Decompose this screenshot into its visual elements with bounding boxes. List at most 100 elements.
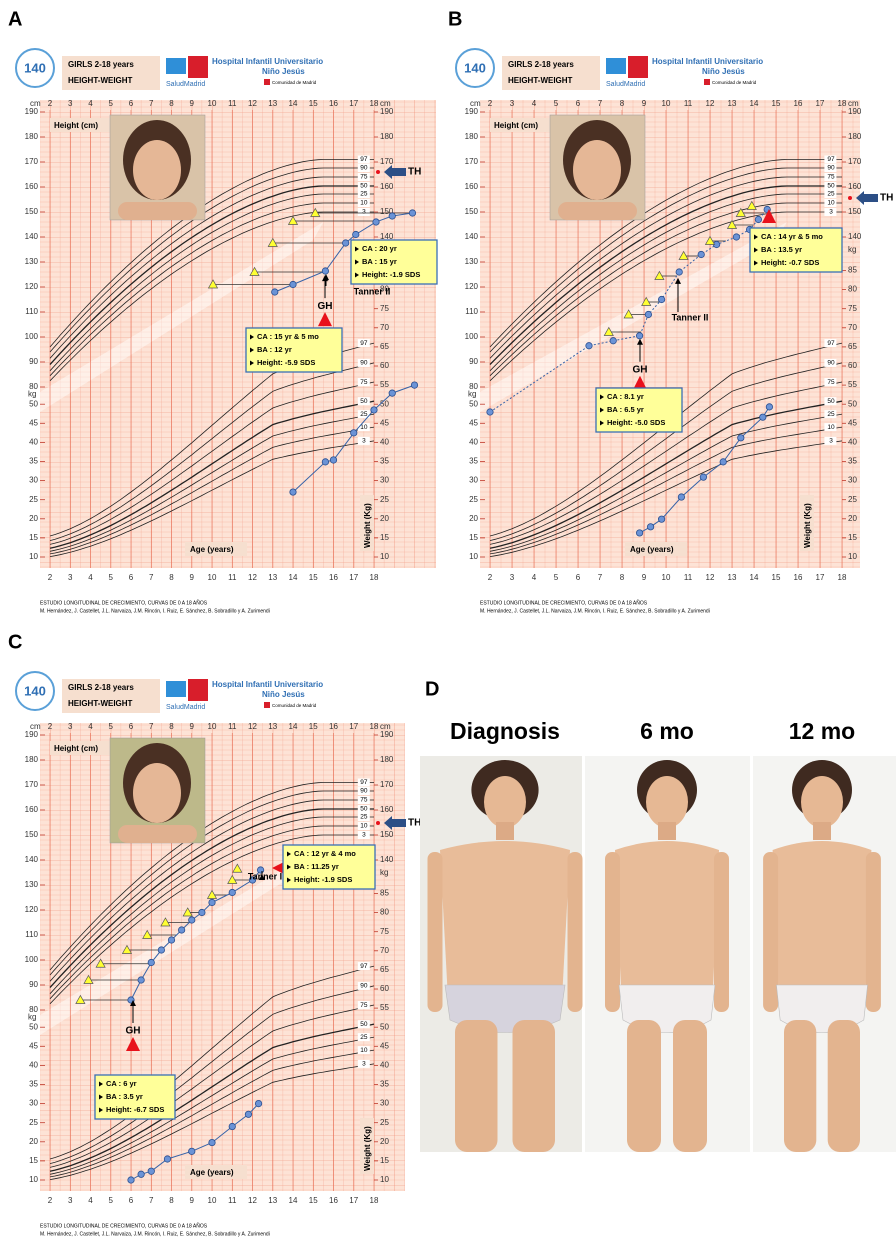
weight-percentile-label: 50 bbox=[827, 398, 835, 405]
weight-label-bg bbox=[800, 495, 814, 551]
bullet bbox=[250, 360, 254, 366]
height-line-point bbox=[167, 936, 176, 944]
weight-label: Weight (Kg) bbox=[363, 503, 372, 548]
weight-tick-label-right: 80 bbox=[380, 908, 389, 917]
age-tick-label: 2 bbox=[48, 1196, 53, 1205]
body-leg bbox=[455, 1020, 498, 1152]
age-tick-label: 2 bbox=[48, 722, 53, 731]
bullet bbox=[600, 394, 604, 400]
weight-line-point bbox=[719, 458, 727, 466]
age-tick-label: 18 bbox=[370, 1196, 379, 1205]
target-height-dot bbox=[376, 821, 380, 825]
percentile-label-bg bbox=[357, 1033, 370, 1042]
age-label: Age (years) bbox=[630, 545, 674, 554]
annotation-line: Height: -0.7 SDS bbox=[761, 258, 819, 267]
age-tick-label: 8 bbox=[620, 99, 625, 108]
weight-line-point bbox=[388, 389, 396, 397]
weight-percentile-curve bbox=[49, 400, 375, 549]
annotation-line: Height: -1.9 SDS bbox=[294, 875, 352, 884]
weight-percentile-label: 97 bbox=[360, 340, 368, 347]
bone-age-point bbox=[735, 207, 746, 217]
age-tick-label: 4 bbox=[88, 99, 93, 108]
percentile-label-bg bbox=[357, 787, 370, 795]
height-tick-label: 180 bbox=[25, 132, 39, 141]
weight-tick-label-right: 85 bbox=[848, 266, 857, 275]
annotation-box bbox=[595, 387, 683, 433]
plot-area bbox=[40, 100, 436, 568]
age-label-bg bbox=[185, 542, 247, 556]
height-tick-label: 100 bbox=[25, 332, 39, 341]
weight-percentile-curve bbox=[49, 381, 375, 545]
percentile-label-bg bbox=[357, 822, 370, 830]
weight-percentile-curve bbox=[489, 362, 843, 541]
height-tick-label: 100 bbox=[25, 955, 39, 964]
age-tick-label: 13 bbox=[268, 99, 277, 108]
height-line-point bbox=[585, 342, 593, 350]
age-tick-label: 2 bbox=[488, 573, 493, 582]
height-tick-label: 170 bbox=[465, 157, 479, 166]
height-tick-label: 110 bbox=[465, 307, 478, 316]
weight-tick-label-right: 20 bbox=[848, 514, 857, 523]
age-tick-label: 8 bbox=[169, 1196, 174, 1205]
height-tick-label-right: 180 bbox=[380, 132, 394, 141]
age-tick-label: 14 bbox=[289, 99, 298, 108]
logo-ring bbox=[455, 48, 495, 88]
height-tick-label: 150 bbox=[25, 830, 39, 839]
bone-age-point bbox=[603, 326, 614, 336]
weight-tick-label-right: 30 bbox=[848, 476, 857, 485]
chart-subtitle: HEIGHT-WEIGHT bbox=[68, 76, 133, 85]
age-tick-label: 12 bbox=[706, 573, 715, 582]
plot-area bbox=[480, 100, 860, 568]
age-tick-label: 8 bbox=[620, 573, 625, 582]
gh-label: GH bbox=[633, 364, 648, 375]
age-tick-label: 5 bbox=[554, 99, 559, 108]
bone-age-point bbox=[207, 279, 219, 289]
age-tick-label: 10 bbox=[662, 573, 671, 582]
percentile-label-bg bbox=[824, 199, 837, 207]
chart-title: GIRLS 2-18 years bbox=[68, 60, 134, 69]
weight-percentile-label: 97 bbox=[827, 340, 835, 347]
cm-label: cm bbox=[30, 99, 41, 108]
weight-line-point bbox=[137, 1170, 145, 1178]
percentile-label-bg bbox=[357, 155, 370, 164]
weight-percentile-label: 90 bbox=[827, 360, 835, 367]
weight-percentile-label: 50 bbox=[360, 1021, 368, 1028]
bullet bbox=[355, 272, 359, 278]
cm-label: cm bbox=[470, 99, 481, 108]
height-tick-label: 120 bbox=[25, 282, 39, 291]
age-tick-label: 10 bbox=[662, 99, 671, 108]
kg-label: kg bbox=[468, 389, 476, 398]
bone-age-point bbox=[249, 266, 260, 276]
height-percentile-curve bbox=[49, 202, 374, 377]
weight-line-point bbox=[635, 529, 644, 537]
weight-tick-label-right: 50 bbox=[380, 399, 389, 408]
age-tick-label: 11 bbox=[228, 573, 237, 582]
footer-line2: M. Hernández, J. Castellet, J.L. Narvaiz… bbox=[40, 608, 270, 614]
age-tick-label: 3 bbox=[510, 99, 515, 108]
bullet bbox=[600, 407, 604, 413]
age-tick-label: 16 bbox=[794, 573, 803, 582]
height-percentile-curve bbox=[49, 176, 374, 359]
weight-tick-label-right: 40 bbox=[848, 438, 857, 447]
weight-percentile-curve bbox=[49, 965, 375, 1160]
height-percentile-curve bbox=[49, 834, 374, 1005]
annotation-line: BA : 15 yr bbox=[362, 257, 397, 266]
photo-shoulders bbox=[118, 202, 197, 220]
footer-line1: ESTUDIO LONGITUDINAL DE CRECIMIENTO, CUR… bbox=[40, 599, 208, 606]
age-tick-label: 4 bbox=[532, 573, 537, 582]
weight-percentile-label: 10 bbox=[360, 424, 368, 431]
logo-number: 140 bbox=[464, 60, 486, 75]
height-percentile-label: 97 bbox=[360, 156, 368, 163]
weight-tick-label-right: 25 bbox=[848, 495, 857, 504]
bullet bbox=[754, 260, 758, 266]
hospital-line1: Hospital Infantil Universitario bbox=[212, 680, 323, 689]
weight-tick-label-right: 30 bbox=[380, 1099, 389, 1108]
tanner-arrowhead bbox=[675, 277, 681, 284]
bone-age-point bbox=[310, 207, 321, 217]
gh-start-marker bbox=[126, 1037, 140, 1052]
photo-shoulders bbox=[558, 202, 637, 220]
age-tick-label: 11 bbox=[684, 99, 693, 108]
age-tick-label: 16 bbox=[329, 573, 338, 582]
age-tick-label: 16 bbox=[329, 1196, 338, 1205]
percentile-label-bg bbox=[357, 805, 370, 813]
